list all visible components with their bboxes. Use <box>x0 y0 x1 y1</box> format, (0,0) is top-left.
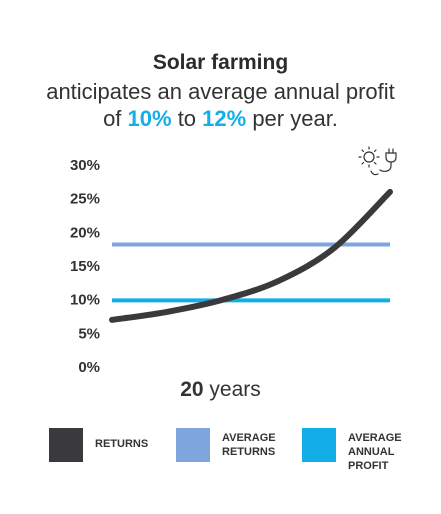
y-tick-label: 5% <box>78 325 100 342</box>
legend-item-average-returns: AVERAGE RETURNS <box>176 428 284 462</box>
subtitle-line-1: anticipates an average annual profit <box>46 79 395 104</box>
x-axis-value: 20 <box>180 378 204 401</box>
chart-series <box>109 188 393 323</box>
legend-label-returns: RETURNS <box>95 438 149 450</box>
chart-subtitle: anticipates an average annual profit of … <box>0 78 441 132</box>
profit-high-value: 12% <box>202 106 247 131</box>
legend-item-average-annual-profit: AVERAGE ANNUAL PROFIT <box>302 428 410 473</box>
y-tick-label: 15% <box>70 258 100 275</box>
series-line-returns <box>109 188 393 323</box>
legend-swatch-average-returns <box>176 428 210 462</box>
legend-label-average-annual-profit: AVERAGE ANNUAL PROFIT <box>348 432 402 472</box>
x-axis-unit: years <box>203 378 261 401</box>
chart-title: Solar farming <box>152 51 289 74</box>
subtitle-suffix: per year. <box>246 106 338 131</box>
legend-swatch-returns <box>49 428 83 462</box>
subtitle-of: of <box>103 106 128 131</box>
y-axis-ticks: 0% 5% 10% 15% 20% 25% 30% <box>70 157 100 376</box>
y-tick-label: 20% <box>70 224 100 241</box>
y-tick-label: 0% <box>78 359 100 376</box>
profit-low-value: 10% <box>127 106 172 131</box>
legend-item-returns: RETURNS <box>49 428 165 462</box>
y-tick-label: 30% <box>70 157 100 174</box>
y-tick-label: 25% <box>70 191 100 208</box>
legend-label-average-returns: AVERAGE RETURNS <box>222 432 276 458</box>
plug-icon <box>379 148 397 172</box>
x-axis-label: 20 years <box>0 378 441 402</box>
legend-swatch-average-annual-profit <box>302 428 336 462</box>
sun-icon <box>358 146 380 176</box>
subtitle-line-2: of 10% to 12% per year. <box>0 105 441 132</box>
subtitle-to: to <box>171 106 203 131</box>
y-tick-label: 10% <box>70 292 100 309</box>
